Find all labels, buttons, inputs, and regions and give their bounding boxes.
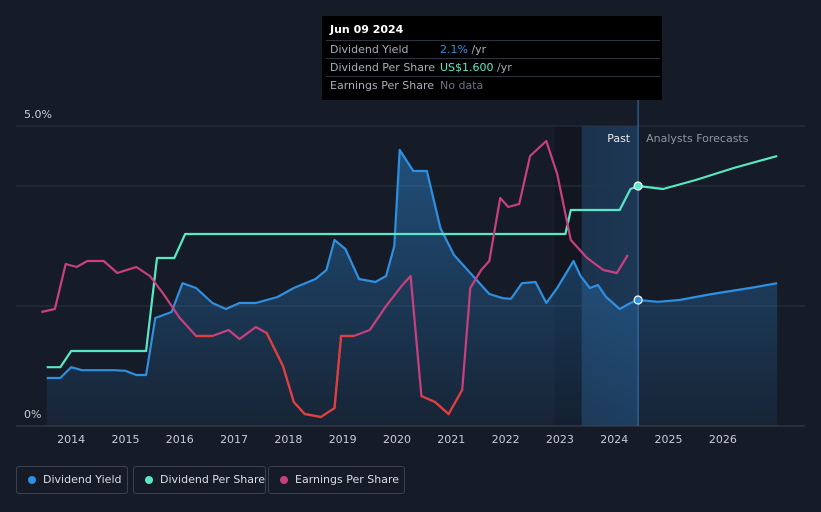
x-tick-label: 2021 — [437, 433, 465, 446]
earnings-per-share-low-segment — [420, 394, 437, 404]
tooltip-value: US$1.600 /yr — [440, 61, 512, 74]
earnings-per-share-low-segment — [303, 412, 323, 419]
x-tick-label: 2022 — [492, 433, 520, 446]
tooltip-label: Dividend Per Share — [330, 61, 436, 74]
tooltip-label: Earnings Per Share — [330, 79, 435, 92]
tooltip-label: Dividend Yield — [330, 43, 409, 56]
earnings-per-share-low-segment — [333, 334, 343, 410]
legend-dot-icon — [28, 476, 36, 484]
y-tick-label: 0% — [24, 408, 41, 421]
hover-tooltip: Jun 09 2024 Dividend Yield 2.1% /yr Divi… — [322, 16, 662, 100]
earnings-per-share-low-segment — [319, 406, 336, 419]
x-tick-label: 2026 — [709, 433, 737, 446]
tooltip-value: 2.1% /yr — [440, 43, 487, 56]
legend-label: Earnings Per Share — [295, 473, 400, 486]
x-tick-label: 2014 — [57, 433, 85, 446]
tooltip-date: Jun 09 2024 — [330, 23, 404, 36]
legend-label: Dividend Yield — [43, 473, 122, 486]
x-tick-label: 2017 — [220, 433, 248, 446]
tooltip-row-dividend-yield: Dividend Yield 2.1% /yr — [326, 40, 660, 58]
dividend-per-share-marker — [633, 181, 643, 191]
legend-label: Dividend Per Share — [160, 473, 266, 486]
past-label: Past — [607, 132, 631, 145]
x-tick-label: 2025 — [655, 433, 683, 446]
legend-dot-icon — [145, 476, 153, 484]
earnings-per-share-low-segment — [292, 400, 306, 416]
dividend-yield-line — [46, 148, 778, 380]
y-tick-label: 5.0% — [24, 108, 52, 121]
earnings-per-share-low-segment — [447, 388, 464, 416]
earnings-per-share-low-segment — [433, 400, 450, 416]
x-tick-label: 2016 — [166, 433, 194, 446]
tooltip-row-earnings-per-share: Earnings Per Share No data — [326, 76, 660, 94]
earnings-per-share-low-segment — [265, 331, 285, 368]
earnings-per-share-low-segment — [281, 364, 295, 404]
dividend-yield-marker — [633, 295, 643, 305]
legend-item-dividend-per-share[interactable]: Dividend Per Share — [133, 466, 266, 494]
x-tick-label: 2024 — [600, 433, 628, 446]
legend-item-dividend-yield[interactable]: Dividend Yield — [16, 466, 128, 494]
x-tick-label: 2015 — [111, 433, 139, 446]
x-tick-label: 2023 — [546, 433, 574, 446]
x-tick-label: 2018 — [274, 433, 302, 446]
tooltip-row-dividend-per-share: Dividend Per Share US$1.600 /yr — [326, 58, 660, 76]
forecast-label: Analysts Forecasts — [646, 132, 749, 145]
legend-item-earnings-per-share[interactable]: Earnings Per Share — [268, 466, 405, 494]
legend-dot-icon — [280, 476, 288, 484]
tooltip-value: No data — [440, 79, 484, 92]
x-tick-label: 2020 — [383, 433, 411, 446]
x-tick-label: 2019 — [329, 433, 357, 446]
